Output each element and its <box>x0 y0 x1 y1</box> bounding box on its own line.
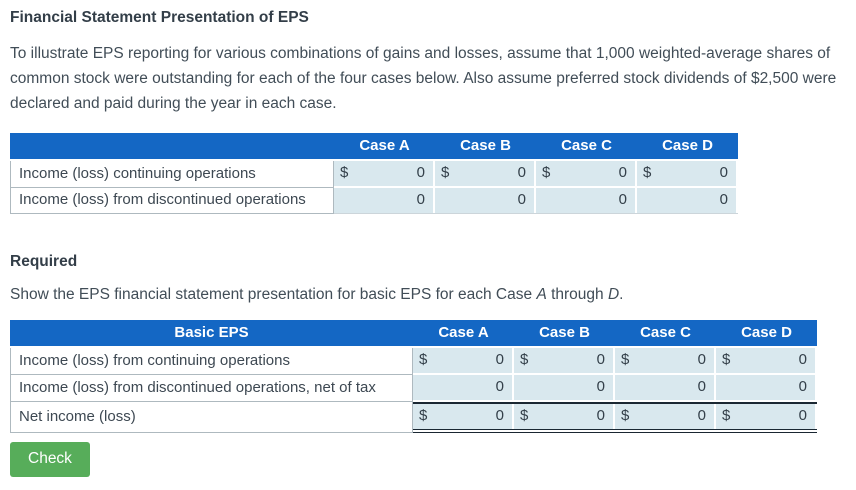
value-cell: $0 <box>536 161 637 188</box>
column-header-case-b: Case B <box>514 320 615 348</box>
value-cell: $0 <box>334 161 435 188</box>
intro-text: To illustrate EPS reporting for various … <box>10 45 837 112</box>
cell-value: 0 <box>697 407 706 424</box>
basic-eps-header-row: Basic EPS Case A Case B Case C Case D <box>10 320 817 348</box>
currency-symbol: $ <box>621 407 630 424</box>
value-cell: 0 <box>637 188 738 214</box>
cell-value: 0 <box>798 407 807 424</box>
cell-value: 0 <box>798 378 807 395</box>
check-button[interactable]: Check <box>10 442 90 477</box>
cell-value: 0 <box>495 378 504 395</box>
input-cell[interactable]: 0 <box>615 375 716 402</box>
column-header-case-c: Case C <box>615 320 716 348</box>
cell-value: 0 <box>618 191 627 208</box>
required-text-prefix: Show the EPS financial statement present… <box>10 286 537 303</box>
table-row-total: Net income (loss) $0 $0 $0 $0 <box>10 402 817 433</box>
value-cell: 0 <box>536 188 637 214</box>
input-cell[interactable]: $0 <box>615 402 716 433</box>
cell-value: 0 <box>517 164 526 181</box>
currency-symbol: $ <box>722 407 731 424</box>
cases-data-table: Case A Case B Case C Case D Income (loss… <box>10 133 738 214</box>
required-text-suffix: . <box>619 286 624 303</box>
input-cell[interactable]: 0 <box>514 375 615 402</box>
table-row: Income (loss) continuing operations $0 $… <box>10 161 738 188</box>
input-cell[interactable]: $0 <box>716 402 817 433</box>
row-label: Income (loss) from discontinued operatio… <box>10 375 413 402</box>
table-row: Income (loss) from discontinued operatio… <box>10 188 738 214</box>
currency-symbol: $ <box>419 407 428 424</box>
currency-symbol: $ <box>542 164 551 181</box>
column-header-case-d: Case D <box>637 133 738 161</box>
currency-symbol: $ <box>340 164 349 181</box>
cell-value: 0 <box>719 164 728 181</box>
exercise-panel: Financial Statement Presentation of EPS … <box>10 9 848 477</box>
row-label: Income (loss) from continuing operations <box>10 348 413 375</box>
input-cell[interactable]: 0 <box>413 375 514 402</box>
case-a-italic: A <box>536 286 547 303</box>
cell-value: 0 <box>618 164 627 181</box>
input-cell[interactable]: $0 <box>514 402 615 433</box>
column-header-blank <box>10 133 334 161</box>
currency-symbol: $ <box>441 164 450 181</box>
cell-value: 0 <box>495 351 504 368</box>
cell-value: 0 <box>517 191 526 208</box>
input-cell[interactable]: $0 <box>615 348 716 375</box>
input-cell[interactable]: $0 <box>413 348 514 375</box>
value-cell: $0 <box>637 161 738 188</box>
cell-value: 0 <box>697 351 706 368</box>
cell-value: 0 <box>798 351 807 368</box>
page-title: Financial Statement Presentation of EPS <box>10 9 309 26</box>
cell-value: 0 <box>596 378 605 395</box>
row-label: Net income (loss) <box>10 402 413 433</box>
cell-value: 0 <box>697 378 706 395</box>
column-header-case-a: Case A <box>334 133 435 161</box>
cell-value: 0 <box>416 191 425 208</box>
required-text-mid: through <box>546 286 608 303</box>
input-cell[interactable]: $0 <box>413 402 514 433</box>
table-row: Income (loss) from discontinued operatio… <box>10 375 817 402</box>
cell-value: 0 <box>416 164 425 181</box>
table-row: Income (loss) from continuing operations… <box>10 348 817 375</box>
basic-eps-table: Basic EPS Case A Case B Case C Case D In… <box>10 320 817 433</box>
cases-table-header-row: Case A Case B Case C Case D <box>10 133 738 161</box>
row-label: Income (loss) continuing operations <box>10 161 334 188</box>
cell-value: 0 <box>596 407 605 424</box>
cell-value: 0 <box>495 407 504 424</box>
value-cell: 0 <box>334 188 435 214</box>
column-header-basic-eps: Basic EPS <box>10 320 413 348</box>
required-heading: Required <box>10 253 78 270</box>
cell-value: 0 <box>719 191 728 208</box>
cell-value: 0 <box>596 351 605 368</box>
currency-symbol: $ <box>419 351 428 368</box>
required-text: Show the EPS financial statement present… <box>10 286 848 304</box>
value-cell: 0 <box>435 188 536 214</box>
case-d-italic: D <box>607 286 620 303</box>
column-header-case-a: Case A <box>413 320 514 348</box>
currency-symbol: $ <box>621 351 630 368</box>
currency-symbol: $ <box>722 351 731 368</box>
column-header-case-d: Case D <box>716 320 817 348</box>
currency-symbol: $ <box>520 351 529 368</box>
column-header-case-c: Case C <box>536 133 637 161</box>
column-header-case-b: Case B <box>435 133 536 161</box>
input-cell[interactable]: $0 <box>716 348 817 375</box>
input-cell[interactable]: $0 <box>514 348 615 375</box>
currency-symbol: $ <box>643 164 652 181</box>
currency-symbol: $ <box>520 407 529 424</box>
row-label: Income (loss) from discontinued operatio… <box>10 188 334 214</box>
input-cell[interactable]: 0 <box>716 375 817 402</box>
value-cell: $0 <box>435 161 536 188</box>
